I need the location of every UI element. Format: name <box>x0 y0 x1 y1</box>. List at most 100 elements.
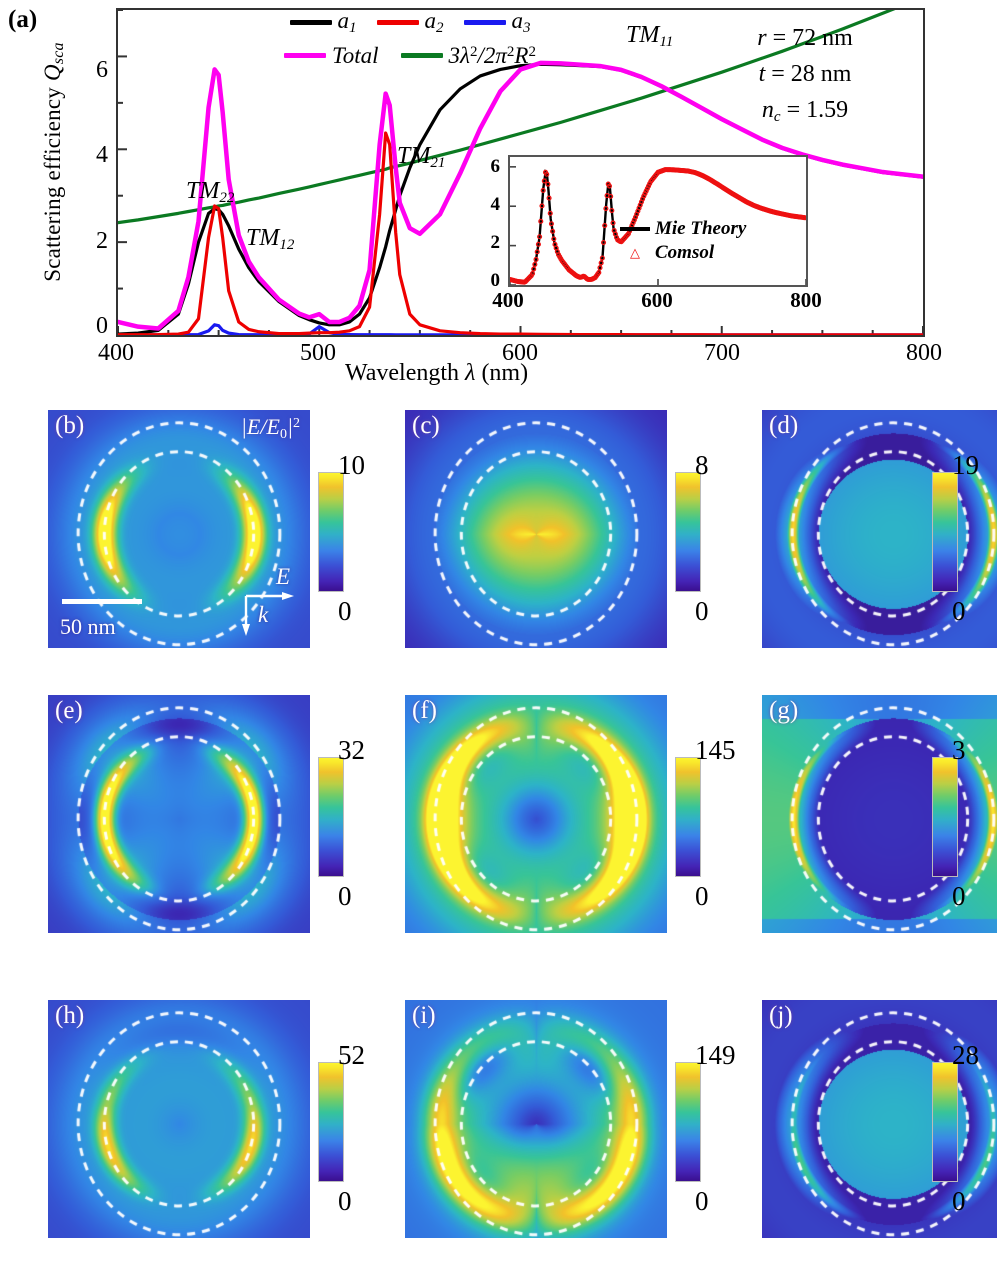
legend-swatch-a1 <box>289 20 332 25</box>
annotation-tm12: TM12 <box>246 225 295 253</box>
inset-plot: Mie Theory △ Comsol <box>508 155 808 287</box>
scale-bar <box>62 599 142 604</box>
panel-h: (h) <box>48 1000 310 1238</box>
inset-legend-swatch-mie <box>620 227 650 231</box>
panel-i-heatmap <box>405 1000 667 1238</box>
x-tick-800: 800 <box>906 340 942 366</box>
panel-a-spectrum: (a) Scattering efficiency Qsca 0 2 4 6 4… <box>0 0 997 392</box>
panel-h-colorbar-max: 52 <box>338 1040 365 1070</box>
legend-swatch-asymptote <box>400 53 443 58</box>
panel-f-colorbar-max: 145 <box>695 735 736 765</box>
panel-e-colorbar-min: 0 <box>338 881 352 911</box>
panel-d-colorbar-min: 0 <box>952 596 966 626</box>
annotation-tm21: TM21 <box>397 143 446 171</box>
x-tick-500: 500 <box>300 340 336 366</box>
curve-32R <box>118 10 896 225</box>
x-tick-400: 400 <box>98 340 134 366</box>
panel-b-colorbar <box>318 472 344 592</box>
panel-h-colorbar <box>318 1062 344 1182</box>
param-thickness: t = 28 nm <box>758 61 852 87</box>
panel-j-label: (j) <box>769 1002 793 1029</box>
inset-y-tick-4: 4 <box>490 194 501 215</box>
legend-swatch-total <box>284 53 327 58</box>
panel-f: (f) <box>405 695 667 933</box>
param-radius: r = 72 nm <box>757 25 853 51</box>
panel-a-label: (a) <box>8 6 38 33</box>
panel-c-colorbar <box>675 472 701 592</box>
panel-b-colorbar-max: 10 <box>338 450 365 480</box>
panel-b-colorbar-min: 0 <box>338 596 352 626</box>
panel-c-colorbar-min: 0 <box>695 596 709 626</box>
panel-f-heatmap <box>405 695 667 933</box>
panel-b-heatmap <box>48 410 310 648</box>
panel-i-colorbar-max: 149 <box>695 1040 736 1070</box>
scale-bar-label: 50 nm <box>60 614 116 639</box>
panel-c-colorbar-max: 8 <box>695 450 709 480</box>
inset-x-tick-800: 800 <box>790 288 822 312</box>
ek-arrow-svg <box>242 592 294 636</box>
y-axis-label-text: Scattering efficiency <box>40 81 65 282</box>
x-axis-label-text: Wavelength <box>345 360 466 386</box>
x-axis-unit: (nm) <box>475 360 529 386</box>
main-legend: a1 a2 a3 Total 3λ2/2π2R2 <box>200 6 620 72</box>
legend-label-total: Total <box>332 42 379 68</box>
parameter-block: r = 72 nm t = 28 nm nc = 1.59 <box>700 20 910 135</box>
panel-g-colorbar-min: 0 <box>952 881 966 911</box>
panel-i-label: (i) <box>412 1002 436 1029</box>
inset-y-tick-0: 0 <box>490 270 501 291</box>
x-tick-700: 700 <box>704 340 740 366</box>
legend-label-a3: a3 <box>511 8 531 36</box>
y-axis-subscript: sca <box>50 42 67 65</box>
panel-c: (c) <box>405 410 667 648</box>
spectrum-curves <box>118 10 923 335</box>
panel-h-heatmap <box>48 1000 310 1238</box>
panel-d-label: (d) <box>769 412 799 439</box>
panel-e-colorbar <box>318 757 344 877</box>
inset-x-tick-400: 400 <box>492 288 524 312</box>
panel-f-colorbar-min: 0 <box>695 881 709 911</box>
x-axis-label: Wavelength λ (nm) <box>345 360 528 387</box>
inset-curves <box>510 166 806 285</box>
panel-i: (i) <box>405 1000 667 1238</box>
panel-j-colorbar <box>932 1062 958 1182</box>
legend-swatch-a2 <box>376 20 419 25</box>
panel-d-colorbar-max: 19 <box>952 450 979 480</box>
x-tick-600: 600 <box>502 340 538 366</box>
panel-b-label: (b) <box>55 412 85 439</box>
inset-legend-label-mie: Mie Theory <box>655 218 747 239</box>
arrow-label-E: E <box>276 564 291 589</box>
panel-c-heatmap <box>405 410 667 648</box>
annotation-tm22: TM22 <box>186 178 235 206</box>
panel-e: (e) <box>48 695 310 933</box>
inset-legend: Mie Theory △ Comsol <box>620 217 746 265</box>
panel-f-colorbar <box>675 757 701 877</box>
inset-legend-label-comsol: Comsol <box>655 242 715 263</box>
inset-legend-comsol: △ Comsol <box>620 241 746 265</box>
panel-j-colorbar-min: 0 <box>952 1186 966 1216</box>
inset-y-tick-2: 2 <box>490 232 501 253</box>
legend-label-asymptote: 3λ2/2π2R2 <box>448 42 536 68</box>
panel-f-label: (f) <box>412 697 437 724</box>
panel-e-label: (e) <box>55 697 83 724</box>
panel-g-label: (g) <box>769 697 799 724</box>
inset-x-tick-600: 600 <box>641 288 673 312</box>
param-index: nc = 1.59 <box>761 97 849 125</box>
x-axis-symbol: λ <box>465 360 476 386</box>
inset-y-tick-6: 6 <box>490 156 501 177</box>
y-tick-2: 2 <box>96 228 108 254</box>
inset-legend-mie: Mie Theory <box>620 217 746 241</box>
y-tick-6: 6 <box>96 57 108 83</box>
panel-h-label: (h) <box>55 1002 85 1029</box>
panel-d-colorbar <box>932 472 958 592</box>
panel-e-colorbar-max: 32 <box>338 735 365 765</box>
panel-g-colorbar <box>932 757 958 877</box>
y-tick-4: 4 <box>96 142 108 168</box>
panel-i-colorbar-min: 0 <box>695 1186 709 1216</box>
panel-g-colorbar-max: 3 <box>952 735 966 765</box>
curve-Total <box>118 60 923 331</box>
arrow-label-k: k <box>258 602 269 627</box>
panel-j-colorbar-max: 28 <box>952 1040 979 1070</box>
curve-a2 <box>118 131 923 335</box>
panel-e-heatmap <box>48 695 310 933</box>
